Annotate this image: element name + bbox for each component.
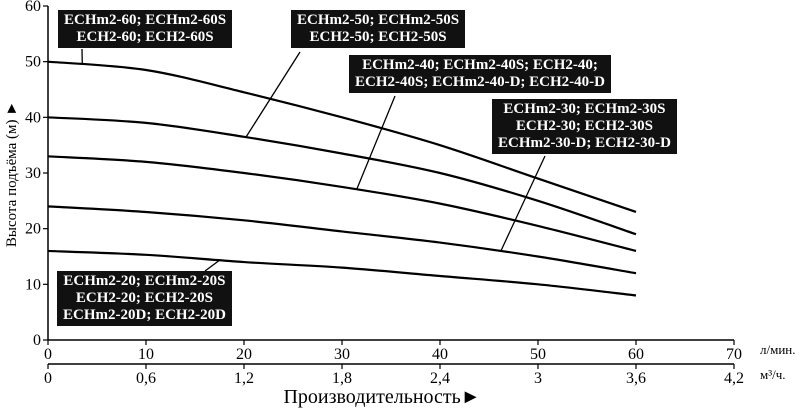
series-label-30: ECHm2-30; ECHm2-30S ECH2-30; ECH2-30S EC… (492, 99, 677, 154)
x-unit-secondary: м³/ч. (760, 367, 786, 382)
x-tick-label: 50 (530, 346, 546, 363)
series-curve-4 (47, 249, 637, 297)
series-curve-3 (47, 205, 637, 275)
y-tick-label: 50 (25, 54, 41, 71)
tick-labels: 0 10 20 30 40 50 60 0 10 20 30 40 50 60 70 0 0,6 1,2 1,8 2,… (25, 0, 744, 387)
x2-tick-label: 0,6 (136, 370, 156, 387)
x-tick-label: 20 (236, 346, 252, 363)
leader-line-3 (500, 155, 546, 252)
x2-tick-label: 3,6 (626, 370, 646, 387)
axes (43, 5, 735, 369)
x-tick-label: 30 (334, 346, 350, 363)
series-label-20: ECHm2-20; ECHm2-20S ECH2-20; ECH2-20S EC… (57, 271, 232, 326)
curves (47, 60, 637, 297)
x2-tick-label: 4,2 (724, 370, 744, 387)
y-axis-title: Высота подъёма (м) ► (4, 101, 20, 247)
x-tick-label: 10 (138, 346, 154, 363)
x2-tick-label: 1,8 (332, 370, 352, 387)
y-tick-label: 40 (25, 109, 41, 126)
y-tick-label: 10 (25, 276, 41, 293)
y-tick-label: 60 (25, 0, 41, 15)
y-tick-label: 30 (25, 165, 41, 182)
x-unit-primary: л/мин. (760, 342, 796, 357)
x2-tick-label: 1,2 (234, 370, 254, 387)
leader-line-1 (245, 51, 301, 138)
y-tick-label: 0 (33, 332, 41, 349)
leader-lines (81, 48, 546, 272)
x-tick-label: 40 (432, 346, 448, 363)
x-tick-label: 70 (726, 346, 742, 363)
leader-line-4 (204, 259, 220, 272)
series-curve-2 (47, 155, 637, 252)
x-tick-label: 60 (628, 346, 644, 363)
x-axis-title: Производительность► (283, 386, 480, 408)
y-tick-label: 20 (25, 221, 41, 238)
x-tick-label: 0 (44, 346, 52, 363)
leader-line-2 (356, 95, 396, 190)
series-label-40: ECHm2-40; ECHm2-40S; ECH2-40; ECH2-40S; … (349, 55, 611, 93)
series-curve-1 (47, 116, 637, 236)
x2-tick-label: 0 (44, 370, 52, 387)
x2-tick-label: 3 (534, 370, 542, 387)
series-label-50: ECHm2-50; ECHm2-50S ECH2-50; ECH2-50S (291, 10, 466, 48)
series-curve-0 (47, 60, 637, 214)
series-label-60: ECHm2-60; ECHm2-60S ECH2-60; ECH2-60S (58, 10, 233, 48)
x2-tick-label: 2,4 (430, 370, 450, 387)
